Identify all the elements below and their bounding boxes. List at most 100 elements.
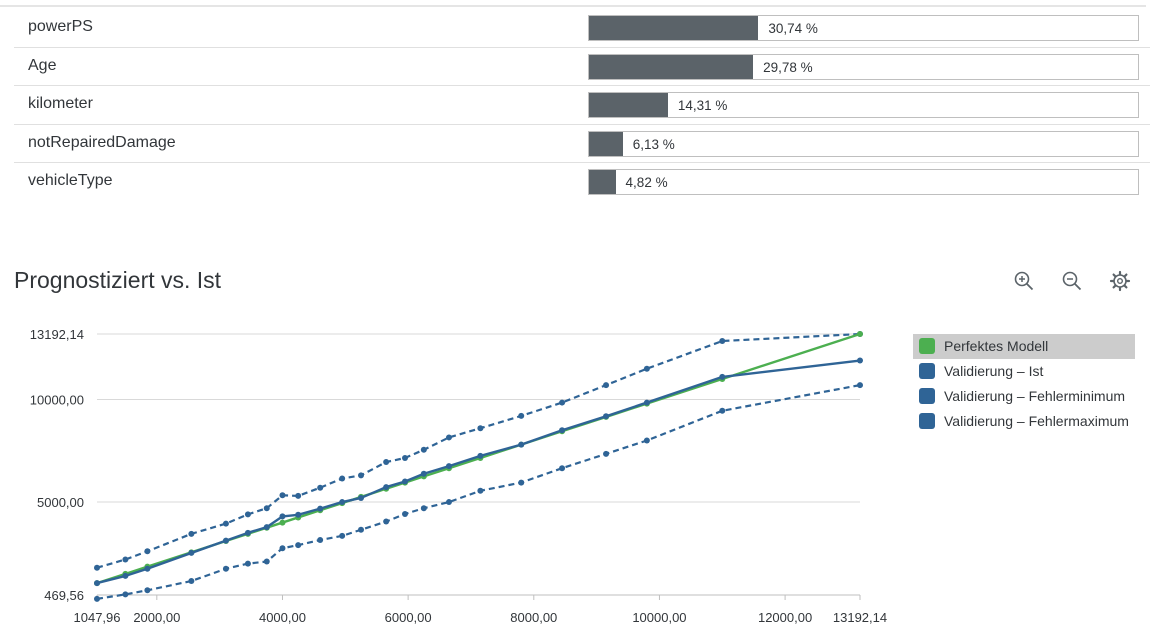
settings-button[interactable] xyxy=(1109,270,1131,292)
series-point-3 xyxy=(643,365,650,372)
legend-item-fehlerminimum[interactable]: Validierung – Fehlerminimum xyxy=(913,384,1135,409)
legend-label: Validierung – Ist xyxy=(944,363,1044,379)
series-point-3 xyxy=(358,472,365,479)
series-point-2 xyxy=(857,382,863,389)
series-point-2 xyxy=(559,465,566,472)
influencer-list: powerPS 30,74 % Age 29,78 % kilometer 14… xyxy=(14,9,1150,202)
series-point-2 xyxy=(603,450,610,457)
series-point-1 xyxy=(222,537,229,544)
series-point-1 xyxy=(445,463,452,470)
series-point-3 xyxy=(122,556,129,563)
y-tick-label: 10000,00 xyxy=(30,392,84,407)
series-point-1 xyxy=(244,529,251,536)
influencer-bar-fill xyxy=(589,131,623,156)
influencer-name: vehicleType xyxy=(28,172,113,189)
series-point-1 xyxy=(643,399,650,406)
series-point-2 xyxy=(144,587,151,594)
x-tick-label: 1047,96 xyxy=(74,610,121,625)
series-point-3 xyxy=(279,492,286,499)
y-tick-label: 5000,00 xyxy=(37,495,84,510)
series-point-3 xyxy=(188,530,195,537)
series-point-3 xyxy=(603,382,610,389)
influencer-row[interactable]: kilometer 14,31 % xyxy=(14,86,1150,125)
series-point-2 xyxy=(477,487,484,494)
series-point-3 xyxy=(559,399,566,406)
zoom-out-icon xyxy=(1062,271,1082,291)
series-point-2 xyxy=(383,518,390,525)
x-tick-label: 6000,00 xyxy=(385,610,432,625)
series-point-1 xyxy=(279,513,286,520)
influencer-row[interactable]: powerPS 30,74 % xyxy=(14,9,1150,48)
influencer-bar: 14,31 % xyxy=(588,92,1139,118)
series-point-2 xyxy=(263,558,270,565)
series-point-1 xyxy=(857,357,863,364)
series-point-2 xyxy=(339,532,346,539)
influencer-value: 14,31 % xyxy=(677,98,728,113)
y-tick-label: 13192,14 xyxy=(30,327,84,342)
series-point-2 xyxy=(518,479,525,486)
influencer-value: 4,82 % xyxy=(625,175,668,190)
series-point-3 xyxy=(295,492,302,499)
y-tick-label: 469,56 xyxy=(44,588,84,603)
series-point-0 xyxy=(857,331,863,337)
x-tick-label: 2000,00 xyxy=(133,610,180,625)
series-point-1 xyxy=(401,478,408,485)
influencer-bar: 30,74 % xyxy=(588,15,1139,41)
legend-item-perfektes-modell[interactable]: Perfektes Modell xyxy=(913,334,1135,359)
series-point-1 xyxy=(518,441,525,448)
series-point-1 xyxy=(317,505,324,512)
x-tick-label: 13192,14 xyxy=(833,610,887,625)
series-point-1 xyxy=(94,580,100,587)
series-point-1 xyxy=(122,572,129,579)
legend-swatch-blue xyxy=(919,363,935,379)
series-point-1 xyxy=(144,565,151,572)
legend-label: Validierung – Fehlerminimum xyxy=(944,388,1126,404)
top-divider xyxy=(0,0,1146,7)
series-point-1 xyxy=(559,427,566,434)
series-point-1 xyxy=(188,549,195,556)
x-tick-label: 8000,00 xyxy=(510,610,557,625)
series-point-3 xyxy=(518,412,525,419)
zoom-in-button[interactable] xyxy=(1013,270,1035,292)
legend-label: Validierung – Fehlermaximum xyxy=(944,413,1129,429)
series-point-1 xyxy=(339,499,346,506)
chart-title: Prognostiziert vs. Ist xyxy=(14,267,222,293)
series-point-2 xyxy=(420,505,427,512)
series-point-3 xyxy=(263,505,270,512)
influencer-row[interactable]: notRepairedDamage 6,13 % xyxy=(14,125,1150,163)
zoom-out-button[interactable] xyxy=(1061,270,1083,292)
series-point-0 xyxy=(279,519,286,526)
series-point-2 xyxy=(317,537,324,544)
series-point-2 xyxy=(401,510,408,517)
zoom-in-icon xyxy=(1014,271,1034,291)
influencer-row[interactable]: Age 29,78 % xyxy=(14,48,1150,86)
series-line-3 xyxy=(96,332,861,569)
influencer-bar-fill xyxy=(589,54,754,79)
influencer-value: 30,74 % xyxy=(768,21,818,36)
series-point-2 xyxy=(643,437,650,444)
influencer-value: 6,13 % xyxy=(632,136,675,152)
influencer-name: Age xyxy=(28,56,57,74)
legend-item-validierung-ist[interactable]: Validierung – Ist xyxy=(913,359,1135,384)
series-point-3 xyxy=(317,484,324,491)
influencer-bar: 6,13 % xyxy=(588,130,1139,157)
influencer-bar-fill xyxy=(589,93,668,117)
influencer-name: notRepairedDamage xyxy=(28,133,176,151)
influencer-name: powerPS xyxy=(28,18,93,35)
settings-icon xyxy=(1109,270,1131,292)
x-tick-label: 4000,00 xyxy=(259,610,306,625)
influencer-bar: 29,78 % xyxy=(588,53,1139,80)
legend-item-fehlermaximum[interactable]: Validierung – Fehlermaximum xyxy=(913,409,1135,434)
series-point-3 xyxy=(222,520,229,527)
series-point-2 xyxy=(188,578,195,585)
influencer-value: 29,78 % xyxy=(763,59,813,75)
series-point-1 xyxy=(477,452,484,459)
influencer-row[interactable]: vehicleType 4,82 % xyxy=(14,163,1150,202)
series-point-1 xyxy=(263,524,270,531)
legend-swatch-blue xyxy=(919,413,935,429)
legend-swatch-green xyxy=(919,338,935,354)
series-point-2 xyxy=(122,591,129,598)
series-point-1 xyxy=(383,484,390,491)
series-point-2 xyxy=(222,565,229,572)
